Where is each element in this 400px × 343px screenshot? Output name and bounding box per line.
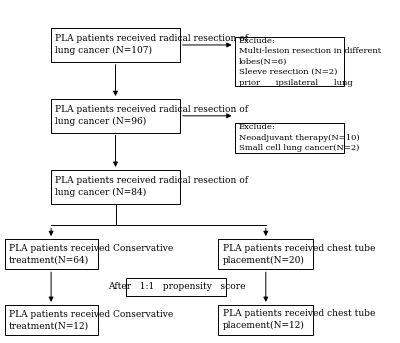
FancyBboxPatch shape	[234, 37, 344, 86]
FancyBboxPatch shape	[4, 305, 98, 335]
Text: Exclude:
Multi-lesion resection in different
lobes(N=6)
Sleeve resection (N=2)
p: Exclude: Multi-lesion resection in diffe…	[239, 37, 381, 87]
FancyBboxPatch shape	[234, 122, 344, 153]
Text: PLA patients received radical resection of
lung cancer (N=96): PLA patients received radical resection …	[55, 105, 248, 126]
FancyBboxPatch shape	[51, 28, 180, 62]
FancyBboxPatch shape	[218, 239, 313, 269]
Text: After   1:1   propensity   score: After 1:1 propensity score	[108, 282, 245, 292]
FancyBboxPatch shape	[126, 278, 226, 296]
Text: PLA patients received Conservative
treatment(N=12): PLA patients received Conservative treat…	[9, 310, 173, 330]
Text: Exclude:
Neoadjuvant therapy(N=10)
Small cell lung cancer(N=2): Exclude: Neoadjuvant therapy(N=10) Small…	[239, 123, 360, 152]
Text: PLA patients received radical resection of
lung cancer (N=107): PLA patients received radical resection …	[55, 34, 248, 56]
Text: PLA patients received radical resection of
lung cancer (N=84): PLA patients received radical resection …	[55, 176, 248, 197]
Text: PLA patients received chest tube
placement(N=20): PLA patients received chest tube placeme…	[223, 244, 375, 265]
Text: PLA patients received Conservative
treatment(N=64): PLA patients received Conservative treat…	[9, 244, 173, 264]
FancyBboxPatch shape	[4, 239, 98, 269]
FancyBboxPatch shape	[51, 170, 180, 203]
Text: PLA patients received chest tube
placement(N=12): PLA patients received chest tube placeme…	[223, 309, 375, 330]
FancyBboxPatch shape	[218, 305, 313, 335]
FancyBboxPatch shape	[51, 99, 180, 133]
